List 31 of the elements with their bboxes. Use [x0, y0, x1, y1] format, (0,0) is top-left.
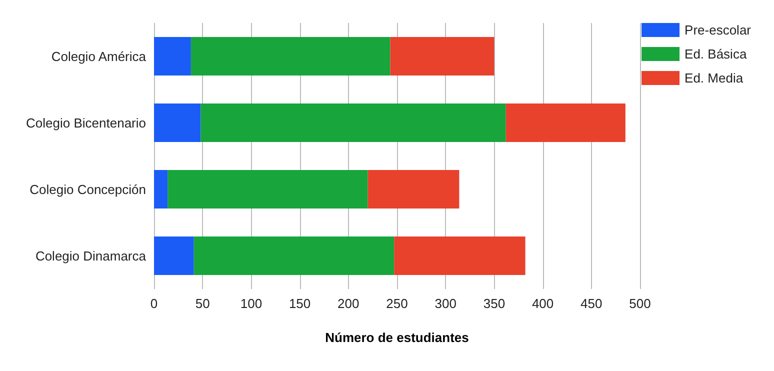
y-tick-label: Colegio Bicentenario: [26, 115, 146, 130]
bar: [154, 36, 191, 76]
x-tick-label: 400: [532, 296, 554, 311]
x-tick-label: 300: [434, 296, 456, 311]
x-tick-label: 50: [195, 296, 210, 311]
bar: [154, 236, 194, 276]
bar: [394, 236, 526, 276]
bar: [368, 170, 460, 209]
x-tick-label: 200: [338, 296, 360, 311]
x-tick-label: 0: [150, 296, 158, 311]
bar: [390, 36, 494, 76]
y-tick-label: Colegio Dinamarca: [35, 248, 147, 264]
legend-label: Ed. Media: [684, 70, 744, 86]
bar: [194, 236, 394, 276]
x-axis-title: Número de estudiantes: [325, 330, 469, 345]
bar: [200, 103, 506, 142]
legend-label: Pre-escolar: [684, 22, 752, 38]
y-tick-label: Colegio Concepción: [30, 182, 146, 197]
legend-label: Ed. Básica: [684, 46, 748, 62]
bar: [154, 170, 168, 209]
x-tick-label: 350: [483, 296, 506, 311]
bar: [168, 170, 368, 209]
x-tick-label: 100: [240, 296, 262, 311]
bar: [154, 103, 201, 142]
x-tick-label: 450: [580, 296, 602, 311]
x-tick-label: 250: [386, 296, 408, 311]
y-tick-label: Colegio América: [51, 48, 147, 64]
bar: [190, 36, 390, 76]
bar: [506, 103, 626, 142]
x-tick-label: 500: [629, 296, 651, 311]
x-tick-label: 150: [288, 296, 311, 311]
